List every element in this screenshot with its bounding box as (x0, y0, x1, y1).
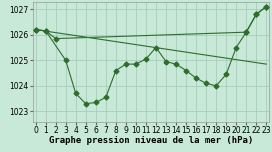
X-axis label: Graphe pression niveau de la mer (hPa): Graphe pression niveau de la mer (hPa) (49, 136, 253, 145)
